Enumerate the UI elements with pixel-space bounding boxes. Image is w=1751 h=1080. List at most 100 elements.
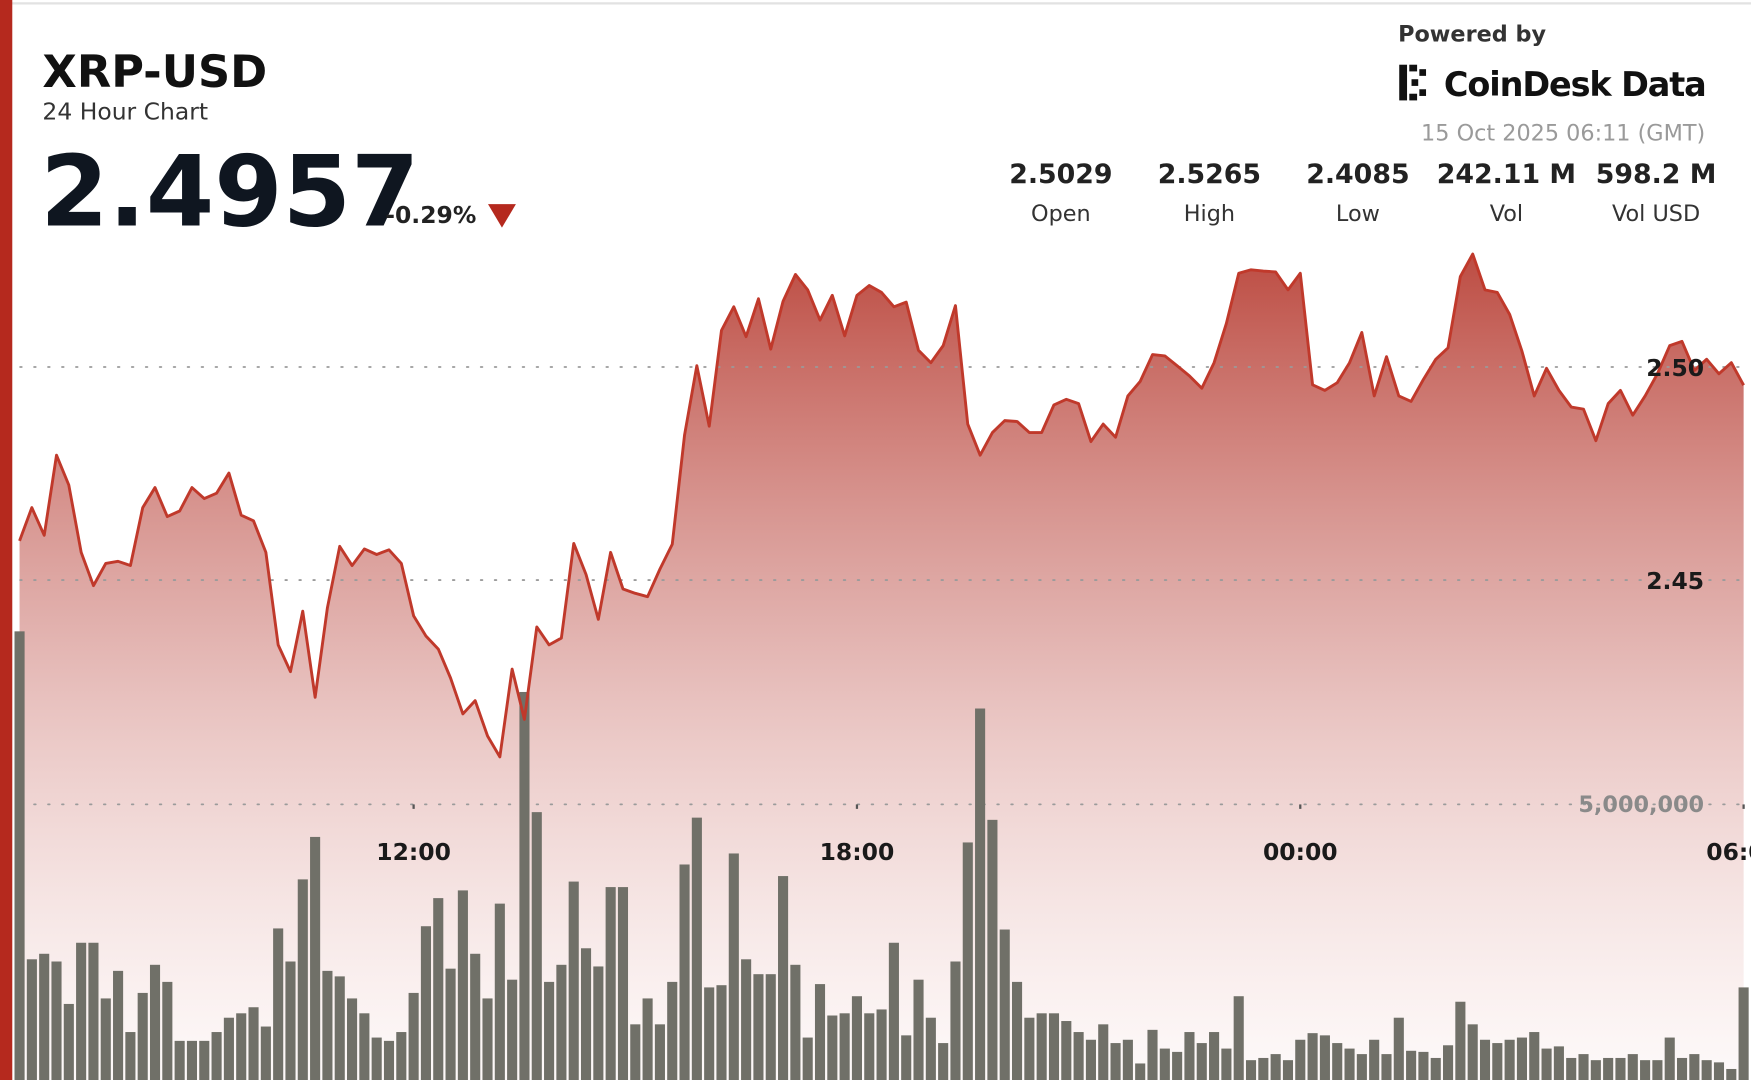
volume-bar (1467, 1024, 1478, 1080)
volume-bar (63, 1003, 74, 1080)
volume-bar (433, 898, 444, 1080)
volume-bar (1073, 1032, 1084, 1080)
volume-bar (1282, 1060, 1294, 1080)
volume-bar (1147, 1029, 1158, 1080)
volume-bar (1307, 1033, 1318, 1080)
volume-bar (445, 968, 456, 1080)
volume-bar (1603, 1057, 1614, 1080)
volume-bar (704, 987, 715, 1080)
volume-bar (1270, 1054, 1281, 1080)
volume-bar (691, 817, 702, 1080)
volume-bar (1553, 1046, 1564, 1080)
volume-bar (1406, 1050, 1417, 1080)
volume-bar (236, 1013, 247, 1080)
volume-bar (14, 631, 25, 1080)
price: 2.4957 (40, 135, 419, 249)
volume-bar (125, 1032, 136, 1080)
volume-bar (1541, 1048, 1552, 1080)
volume-bar (1221, 1048, 1232, 1080)
volume-bar (470, 953, 481, 1080)
volume-bar (199, 1040, 210, 1080)
volume-bar (1516, 1037, 1527, 1080)
volume-bar (1615, 1057, 1626, 1080)
volume-bar (1640, 1060, 1651, 1080)
y2-tick-label: 5,000,000 (1578, 792, 1704, 818)
y-tick-label: 2.50 (1646, 354, 1704, 382)
volume-bar (1245, 1060, 1257, 1080)
volume-bar (507, 979, 518, 1080)
volume-bar (1504, 1039, 1515, 1080)
volume-bar (876, 1009, 887, 1080)
volume-bar (1443, 1045, 1454, 1080)
volume-bar (408, 992, 419, 1080)
subtitle: 24 Hour Chart (42, 97, 208, 125)
volume-bar (334, 976, 345, 1080)
volume-bar (1098, 1024, 1109, 1080)
volume-bar (1418, 1051, 1429, 1080)
volume-bar (1689, 1054, 1700, 1080)
volume-bar (113, 970, 124, 1080)
volume-bar (679, 864, 690, 1080)
volume-bar (617, 887, 629, 1080)
stat-value: 2.5265 (1158, 159, 1261, 190)
volume-bar (248, 1007, 259, 1080)
volume-bar (580, 948, 592, 1080)
layer (14, 631, 1749, 1080)
layer (19, 366, 1751, 809)
volume-bar (778, 876, 789, 1080)
volume-bar (814, 984, 826, 1080)
x-tick-label: 00:00 (1263, 838, 1338, 866)
volume-bar (827, 1015, 838, 1080)
volume-bar (913, 979, 924, 1080)
volume-bar (1122, 1039, 1133, 1080)
layer: 2.45 2.50 5,000,000 12:00 18:00 00:00 06:00 (376, 354, 1751, 866)
volume-bar (802, 1037, 813, 1080)
x-tick-label: 06:00 (1706, 838, 1751, 866)
volume-bar (1492, 1043, 1503, 1080)
volume-bar (1061, 1021, 1072, 1080)
volume-bar (1738, 987, 1749, 1080)
volume-bar (482, 998, 493, 1080)
volume-bar (1233, 996, 1244, 1080)
volume-bar (999, 929, 1010, 1080)
volume-bar (1676, 1057, 1688, 1080)
volume-bar (1578, 1054, 1589, 1080)
volume-bar (223, 1017, 234, 1080)
brand-logo (1399, 64, 1427, 101)
layer (19, 254, 1744, 1080)
volume-bar (1011, 981, 1023, 1080)
volume-bar (1393, 1017, 1404, 1080)
volume-bar (1713, 1062, 1725, 1080)
volume-bar (1381, 1054, 1392, 1080)
volume-bar (630, 1024, 641, 1080)
volume-bar (1048, 1013, 1060, 1080)
volume-bar (1184, 1032, 1195, 1080)
volume-bar (654, 1024, 665, 1080)
volume-bar (1566, 1057, 1577, 1080)
accent-bar (0, 0, 13, 1080)
volume-bar (568, 881, 579, 1080)
volume-bar (211, 1032, 222, 1080)
stats: 2.5029 Open 2.5265 High 2.4085 Low 242.11 M Vol… (1009, 159, 1716, 227)
price-area (19, 254, 1744, 1080)
volume-bar (297, 879, 308, 1080)
volume-bar (260, 1026, 271, 1080)
volume-bar (285, 961, 296, 1080)
volume-bar (174, 1040, 185, 1080)
volume-bar (383, 1040, 395, 1080)
stat-label: Open (1031, 201, 1091, 227)
volume-bar (519, 691, 530, 1080)
volume-bar (667, 981, 678, 1080)
stat-label: Vol (1490, 201, 1523, 227)
volume-bar (1344, 1048, 1355, 1080)
volume-bar (1085, 1039, 1096, 1080)
stat-label: Vol USD (1612, 201, 1700, 227)
volume-bar (51, 961, 62, 1080)
volume-bar (371, 1037, 382, 1080)
volume-bar (1024, 1017, 1035, 1080)
volume-bar (531, 812, 542, 1080)
volume-bar (88, 942, 99, 1080)
volume-bar (1652, 1060, 1663, 1080)
volume-bar (1332, 1043, 1343, 1080)
